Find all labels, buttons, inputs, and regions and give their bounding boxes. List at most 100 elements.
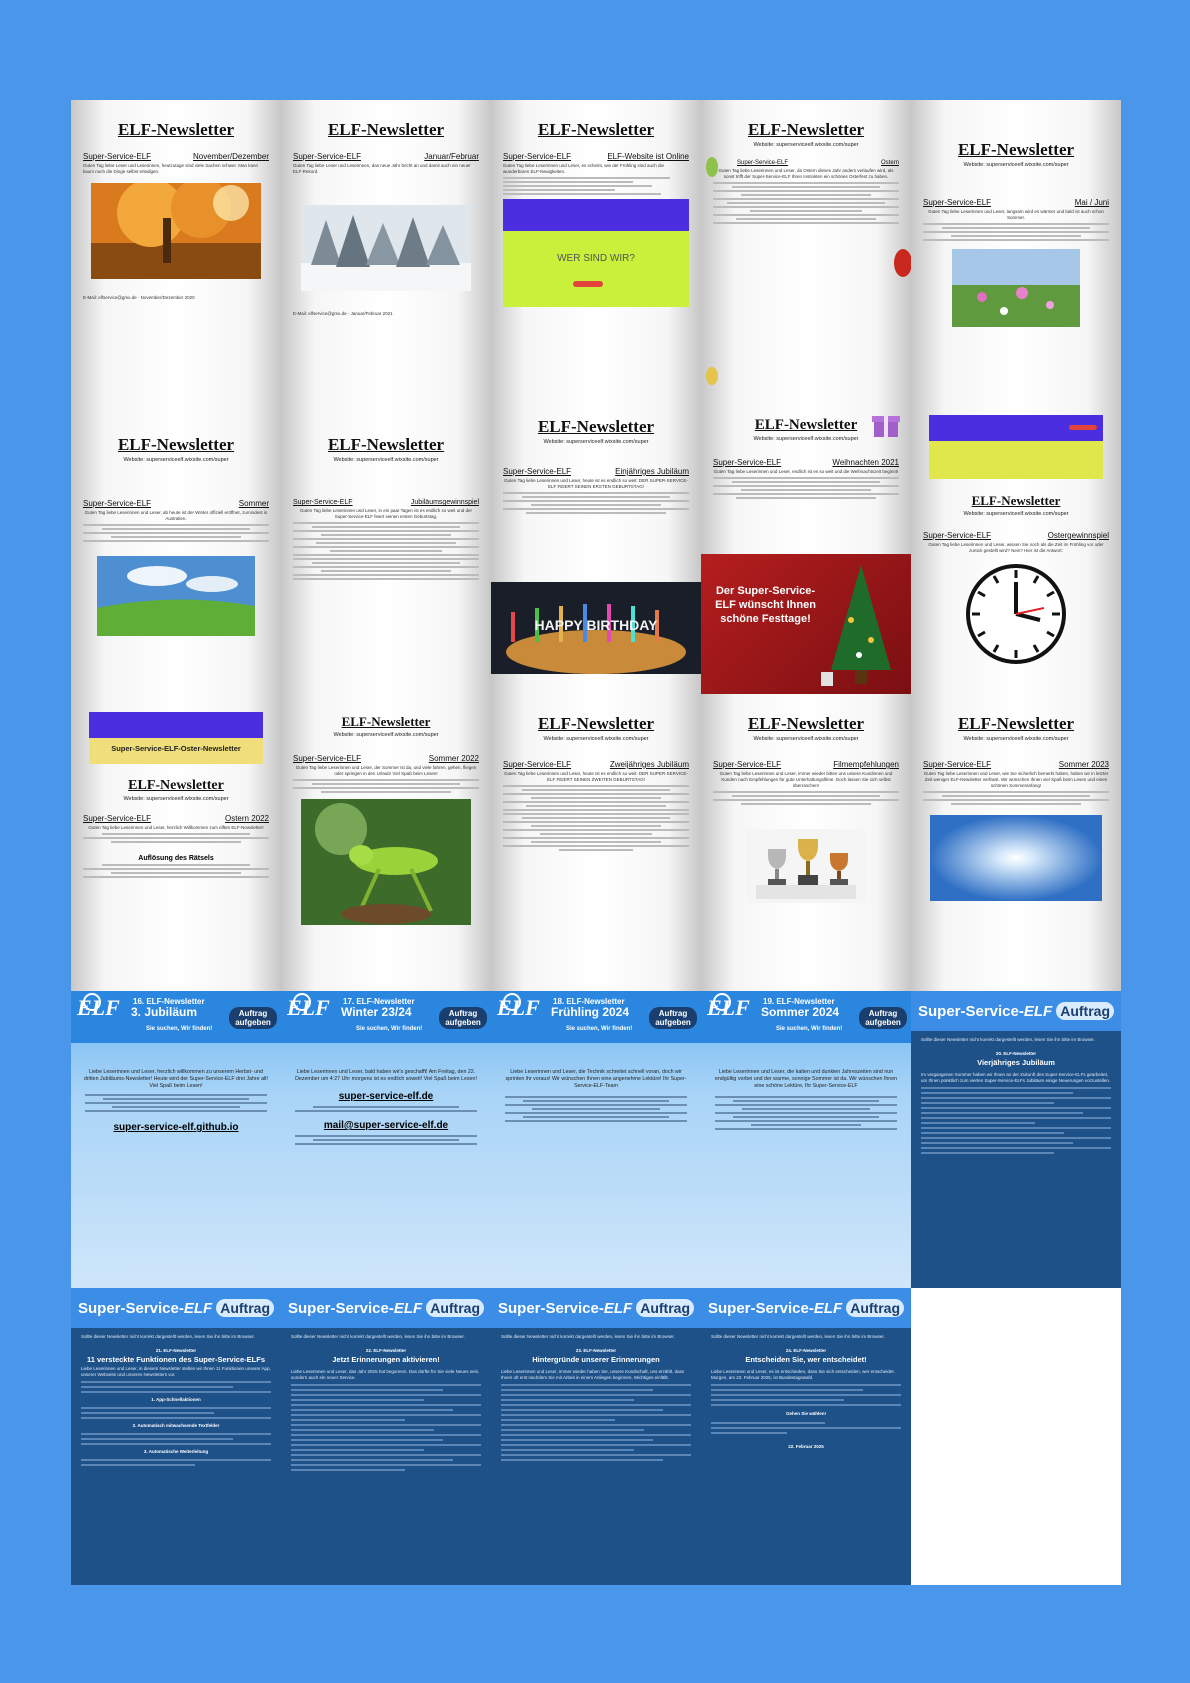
- order-button[interactable]: Auftrag aufgeben: [439, 1007, 487, 1029]
- browser-notice: Sollte dieser Newsletter nicht korrekt d…: [921, 1037, 1095, 1042]
- order-button[interactable]: Auftrag: [636, 1299, 694, 1317]
- newsletter-title: ELF-Newsletter: [747, 120, 865, 139]
- newsletter-tile[interactable]: ELF-Newsletter Website: superserviceelf.…: [701, 100, 911, 397]
- newsletter-tile[interactable]: ELF-Newsletter Website: superserviceelf.…: [911, 397, 1121, 694]
- text-lines: [503, 785, 689, 851]
- text-lines: [295, 1135, 477, 1145]
- newsletter-tile[interactable]: Super-Service-ELF Auftrag Sollte dieser …: [491, 1288, 701, 1585]
- newsletter-header: Super-Service-ELF November/Dezember: [83, 152, 269, 161]
- newsletter-tile[interactable]: ELF 17. ELF-Newsletter Winter 23/24 Sie …: [281, 991, 491, 1288]
- text-lines: [715, 1096, 897, 1130]
- newsletter-text: Liebe Leserinnen und Leser, in diesem Ne…: [81, 1366, 271, 1377]
- newsletter-title: ELF-Newsletter: [747, 714, 865, 733]
- order-button[interactable]: Auftrag: [846, 1299, 904, 1317]
- newsletter-body: Sollte dieser Newsletter nicht korrekt d…: [501, 1334, 691, 1461]
- website-line: Website: superserviceelf.wixsite.com/sup…: [753, 142, 859, 148]
- newsletter-tile[interactable]: ELF 18. ELF-Newsletter Frühling 2024 Sie…: [491, 991, 701, 1288]
- text-lines: [503, 492, 689, 514]
- order-button[interactable]: Auftrag aufgeben: [859, 1007, 907, 1029]
- newsletter-tile[interactable]: ELF-Newsletter Super-Service-ELF Januar/F…: [281, 100, 491, 397]
- newsletter-title: ELF-Newsletter: [754, 417, 858, 433]
- issue-season: 3. Jubiläum: [131, 1005, 198, 1019]
- newsletter-tile[interactable]: ELF-Newsletter Website: superserviceelf.…: [71, 397, 281, 694]
- newsletter-header: Super-Service-ELF Weihnachten 2021: [713, 458, 899, 467]
- newsletter-text: Guten Tag liebe Leserinnen und Leser, wi…: [928, 542, 1104, 553]
- riddle-heading: Auflösung des Rätsels: [138, 855, 214, 862]
- newsletter-text: Liebe Leserinnen und Leser, die kalten u…: [714, 1069, 898, 1089]
- order-button[interactable]: Auftrag: [426, 1299, 484, 1317]
- newsletter-tile[interactable]: ELF-Newsletter Super-Service-ELF November…: [71, 100, 281, 397]
- website-link[interactable]: super-service-elf.de: [338, 1091, 434, 1102]
- sender-label: Super-Service-ELF: [923, 760, 992, 769]
- sender-label: Super-Service-ELF: [293, 499, 353, 506]
- newsletter-title: ELF-Newsletter: [327, 120, 445, 139]
- newsletter-text: Guten Tag liebe Leser und Leserinnen, da…: [293, 163, 471, 174]
- tagline: Sie suchen, Wir finden!: [356, 1026, 423, 1032]
- issue-label: Januar/Februar: [424, 152, 479, 161]
- newsletter-text: Guten Tag liebe Leser und Leserinnen, he…: [83, 163, 259, 174]
- order-button[interactable]: Auftrag aufgeben: [649, 1007, 697, 1029]
- newsletter-title: ELF-Newsletter: [341, 714, 431, 729]
- newsletter-text: Guten Tag liebe Leserinnen und Leser, in…: [300, 508, 472, 519]
- newsletter-tile[interactable]: ELF-Newsletter Super-Service-ELF ELF-Webs…: [491, 100, 701, 397]
- issue-label: Sommer 2023: [1058, 760, 1109, 769]
- brand-name: Super-Service-ELF: [707, 1299, 843, 1317]
- newsletter-text: Guten Tag liebe Leserinnen und Leser, he…: [88, 825, 264, 830]
- newsletter-tile[interactable]: ELF-Newsletter Website: superserviceelf.…: [701, 397, 911, 694]
- order-button[interactable]: Auftrag aufgeben: [229, 1007, 277, 1029]
- newsletter-header: ELF 18. ELF-Newsletter Frühling 2024 Sie…: [491, 991, 701, 1043]
- section-heading: 3. Automatische Weiterleitung: [143, 1449, 209, 1454]
- green-field-image: [97, 556, 255, 636]
- issue-label: Ostern: [880, 160, 899, 166]
- website-line: Website: superserviceelf.wixsite.com/sup…: [963, 736, 1069, 742]
- newsletter-tile[interactable]: ELF-Newsletter Website: superserviceelf.…: [281, 397, 491, 694]
- newsletter-header: Super-Service-ELF Auftrag: [71, 1288, 281, 1328]
- tagline: Sie suchen, Wir finden!: [566, 1026, 633, 1032]
- newsletter-tile[interactable]: ELF 19. ELF-Newsletter Sommer 2024 Sie s…: [701, 991, 911, 1288]
- issue-number: 18. ELF-Newsletter: [553, 997, 625, 1006]
- newsletter-text: Liebe Leserinnen und Leser, das Jahr 202…: [291, 1369, 480, 1380]
- grasshopper-image: [301, 799, 471, 925]
- website-line: Website: superserviceelf.wixsite.com/sup…: [543, 439, 649, 445]
- newsletter-tile[interactable]: ELF-Newsletter Website: superserviceelf.…: [701, 694, 911, 991]
- newsletter-tile[interactable]: Super-Service-ELF Auftrag Sollte dieser …: [911, 991, 1121, 1288]
- newsletter-text: Liebe Leserinnen und Leser, die Technik …: [505, 1069, 687, 1089]
- newsletter-tile[interactable]: ELF-Newsletter Website: superserviceelf.…: [491, 397, 701, 694]
- newsletter-tile[interactable]: Super-Service-ELF Auftrag Sollte dieser …: [701, 1288, 911, 1585]
- website-link[interactable]: super-service-elf.github.io: [113, 1122, 239, 1133]
- tagline: Sie suchen, Wir finden!: [146, 1026, 213, 1032]
- newsletter-tile[interactable]: Super-Service-ELF Auftrag Sollte dieser …: [281, 1288, 491, 1585]
- newsletter-header: Super-Service-ELF Ostergewinnspiel: [923, 531, 1109, 540]
- website-line: Website: superserviceelf.wixsite.com/sup…: [963, 162, 1069, 168]
- newsletter-header: Super-Service-ELF Auftrag: [701, 1288, 911, 1328]
- newsletter-title: ELF-Newsletter: [957, 140, 1075, 159]
- newsletter-header: Super-Service-ELF Ostern 2022: [83, 814, 269, 823]
- newsletter-tile[interactable]: ELF-Newsletter Website: superserviceelf.…: [281, 694, 491, 991]
- issue-number: 22. ELF-Newsletter: [365, 1348, 407, 1353]
- newsletter-body: Sollte dieser Newsletter nicht korrekt d…: [291, 1334, 481, 1471]
- newsletter-tile[interactable]: ELF-Newsletter Website: superserviceelf.…: [911, 100, 1121, 397]
- birthday-cake-image: HAPPY BIRTHDAY: [491, 582, 701, 674]
- order-button[interactable]: Auftrag: [1056, 1002, 1114, 1020]
- issue-label: Mai / Juni: [1074, 198, 1109, 207]
- autumn-tree-image: [91, 183, 261, 279]
- newsletter-tile[interactable]: ELF-Newsletter Website: superserviceelf.…: [911, 694, 1121, 991]
- newsletter-title: ELF-Newsletter: [128, 778, 224, 793]
- sender-label: Super-Service-ELF: [713, 760, 782, 769]
- email-link[interactable]: mail@super-service-elf.de: [323, 1120, 449, 1131]
- newsletter-header: Super-Service-ELF Sommer: [83, 499, 269, 508]
- newsletter-tile[interactable]: ELF-Newsletter Website: superserviceelf.…: [491, 694, 701, 991]
- order-button[interactable]: Auftrag: [216, 1299, 274, 1317]
- text-lines: [83, 864, 269, 878]
- issue-number: 23. ELF-Newsletter: [575, 1348, 617, 1353]
- newsletter-body: Sollte dieser Newsletter nicht korrekt d…: [921, 1037, 1111, 1154]
- newsletter-tile[interactable]: Super-Service-ELF Auftrag Sollte dieser …: [71, 1288, 281, 1585]
- newsletter-tile[interactable]: ELF 16. ELF-Newsletter 3. Jubiläum Sie s…: [71, 991, 281, 1288]
- newsletter-title: ELF-Newsletter: [537, 714, 655, 733]
- newsletter-title: ELF-Newsletter: [537, 417, 655, 436]
- clock-image: [966, 564, 1066, 664]
- oster-banner: Super-Service-ELF-Oster-Newsletter: [89, 712, 263, 764]
- sender-label: Super-Service-ELF: [503, 152, 572, 161]
- newsletter-tile[interactable]: Super-Service-ELF-Oster-Newsletter ELF-N…: [71, 694, 281, 991]
- issue-title: Entscheiden Sie, wer entscheidet!: [745, 1355, 867, 1364]
